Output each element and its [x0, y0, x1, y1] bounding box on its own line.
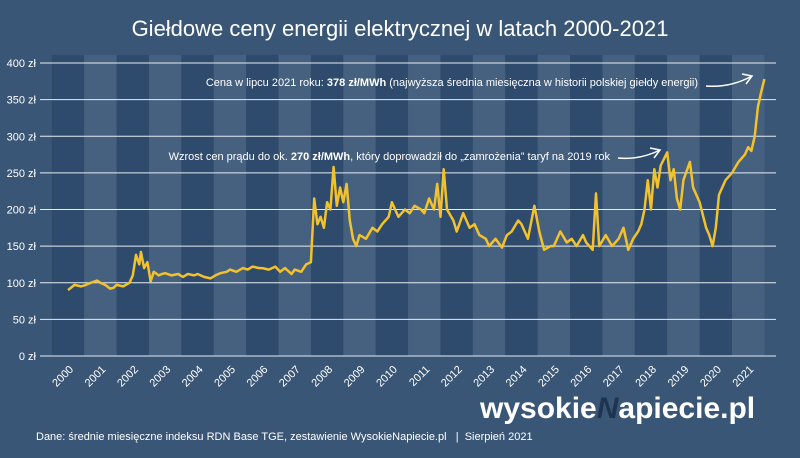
year-band	[472, 55, 506, 356]
annotation-part: (najwyższa średnia miesięczna w historii…	[386, 77, 698, 89]
footer: Dane: średnie miesięczne indeksu RDN Bas…	[36, 431, 533, 443]
bands	[51, 55, 765, 356]
watermark: wysokieNapiecie.pl	[479, 392, 755, 425]
y-tick-label: 0 zł	[19, 351, 37, 363]
year-band	[440, 55, 473, 356]
annotation-part: 270 zł/MWh	[291, 151, 351, 163]
annotation: Wzrost cen prądu do ok. 270 zł/MWh, któr…	[169, 151, 611, 163]
year-band	[116, 55, 149, 356]
year-band	[278, 55, 311, 356]
year-band	[84, 55, 117, 356]
y-tick-label: 250 zł	[7, 168, 37, 180]
watermark-part: N	[597, 392, 620, 425]
year-band	[667, 55, 700, 356]
chart-title: Giełdowe ceny energii elektrycznej w lat…	[132, 16, 669, 41]
series-line	[67, 78, 766, 292]
y-tick-label: 300 zł	[7, 131, 37, 143]
year-band	[246, 55, 279, 356]
watermark-part: apiecie.pl	[618, 392, 755, 425]
y-tick-label: 50 zł	[13, 314, 37, 326]
annotation: Cena w lipcu 2021 roku: 378 zł/MWh (najw…	[206, 77, 698, 89]
annotation-part: 378 zł/MWh	[327, 77, 387, 89]
annotation-part: Cena w lipcu 2021 roku:	[206, 77, 327, 89]
year-band	[602, 55, 635, 356]
y-tick-label: 400 zł	[7, 58, 37, 70]
y-tick-label: 350 zł	[7, 95, 37, 107]
annotation-part: , który doprowadził do „zamrożenia” tary…	[350, 151, 610, 163]
year-band	[537, 55, 571, 356]
year-band	[181, 55, 214, 356]
year-band	[51, 55, 85, 356]
year-band	[505, 55, 538, 356]
year-band	[699, 55, 732, 356]
watermark-part: wysokie	[479, 392, 597, 425]
y-tick-label: 150 zł	[7, 241, 37, 253]
y-tick-label: 200 zł	[7, 205, 37, 217]
year-band	[148, 55, 182, 356]
y-tick-label: 100 zł	[7, 278, 37, 290]
year-band	[213, 55, 247, 356]
annotation-part: Wzrost cen prądu do ok.	[169, 151, 291, 163]
arrow	[705, 73, 754, 88]
arrow	[617, 147, 662, 160]
